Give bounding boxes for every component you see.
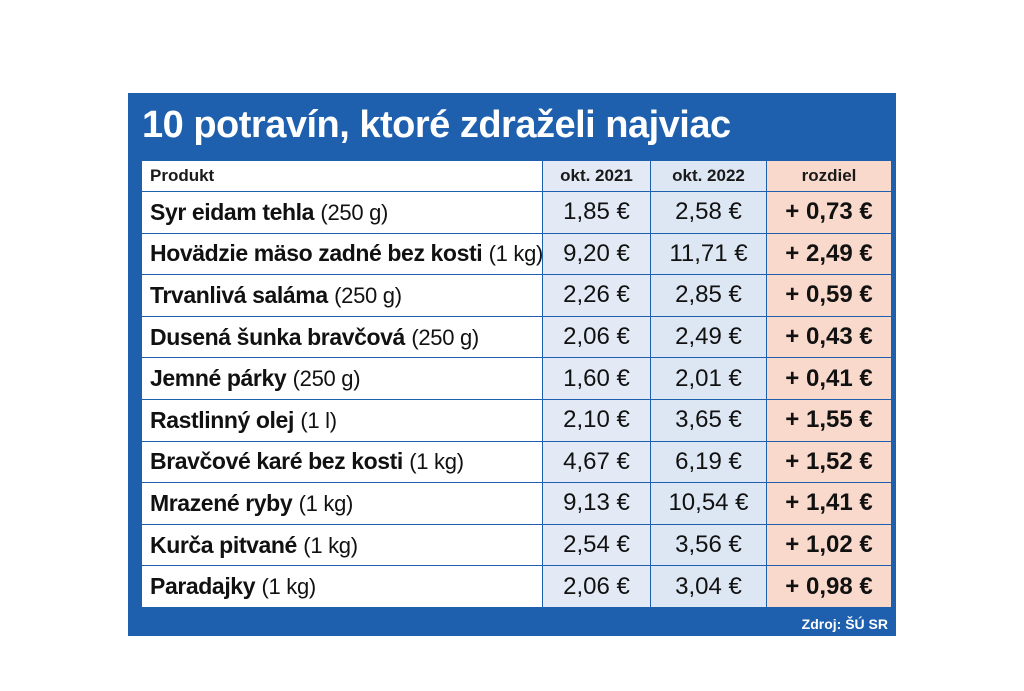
table-row: Jemné párky (250 g) 1,60 €2,01 € + 0,41 € — [141, 357, 892, 400]
price-2021-cell: 2,10 € — [542, 398, 651, 442]
product-name: Jemné párky — [150, 365, 287, 392]
price-difference-cell: + 1,55 € — [766, 398, 892, 442]
price-2022-cell: 11,71 € — [650, 232, 767, 276]
infographic-panel: 10 potravín, ktoré zdraželi najviac Prod… — [128, 93, 896, 636]
price-2021-cell: 2,06 € — [542, 315, 651, 359]
product-name: Rastlinný olej — [150, 406, 294, 433]
table-body: Syr eidam tehla (250 g) 1,85 €2,58 € + 0,7… — [141, 191, 892, 608]
price-2022-cell: 3,56 € — [650, 523, 767, 567]
price-2022-cell: 3,04 € — [650, 565, 767, 608]
product-cell: Rastlinný olej (1 l) — [141, 398, 543, 442]
product-name: Dusená šunka bravčová — [150, 323, 405, 350]
product-cell: Syr eidam tehla (250 g) — [141, 191, 543, 234]
price-2022-cell: 2,58 € — [650, 191, 767, 234]
price-difference-cell: + 0,59 € — [766, 274, 892, 317]
price-difference-cell: + 1,02 € — [766, 523, 892, 567]
price-difference-cell: + 2,49 € — [766, 232, 892, 276]
product-name: Hovädzie mäso zadné bez kosti — [150, 240, 483, 267]
table-row: Hovädzie mäso zadné bez kosti (1 kg) 9,20… — [141, 232, 892, 276]
price-2021-cell: 2,26 € — [542, 274, 651, 317]
column-header-difference: rozdiel — [766, 160, 892, 192]
product-name: Kurča pitvané — [150, 531, 297, 558]
column-header-product: Produkt — [141, 160, 543, 192]
price-2021-cell: 9,13 € — [542, 482, 651, 525]
column-header-oct-2022: okt. 2022 — [650, 160, 767, 192]
product-name: Bravčové karé bez kosti — [150, 448, 403, 475]
column-header-oct-2021: okt. 2021 — [542, 160, 651, 192]
price-2021-cell: 4,67 € — [542, 440, 651, 484]
product-quantity: (250 g) — [411, 324, 479, 350]
price-2021-cell: 9,20 € — [542, 232, 651, 276]
product-quantity: (250 g) — [292, 366, 361, 392]
price-2021-cell: 2,06 € — [542, 565, 651, 608]
price-table: Produkt okt. 2021 okt. 2022 rozdiel Syr … — [141, 160, 892, 608]
table-row: Mrazené ryby (1 kg) 9,13 €10,54 € + 1,41 € — [141, 482, 892, 525]
price-2022-cell: 6,19 € — [650, 440, 767, 484]
price-2021-cell: 1,60 € — [542, 357, 651, 400]
price-table-wrapper: Produkt okt. 2021 okt. 2022 rozdiel Syr … — [141, 160, 892, 608]
product-cell: Jemné párky (250 g) — [141, 357, 543, 400]
source-note: Zdroj: ŠÚ SR — [801, 616, 888, 632]
table-row: Syr eidam tehla (250 g) 1,85 €2,58 € + 0,7… — [141, 191, 892, 234]
price-2022-cell: 2,85 € — [650, 274, 767, 317]
table-row: Paradajky (1 kg) 2,06 €3,04 € + 0,98 € — [141, 565, 892, 608]
price-difference-cell: + 1,52 € — [766, 440, 892, 484]
product-cell: Dusená šunka bravčová (250 g) — [141, 315, 543, 359]
product-name: Trvanlivá saláma — [150, 281, 328, 308]
table-row: Dusená šunka bravčová (250 g) 2,06 €2,49 … — [141, 315, 892, 359]
price-2021-cell: 2,54 € — [542, 523, 651, 567]
price-2022-cell: 2,01 € — [650, 357, 767, 400]
product-name: Syr eidam tehla — [150, 198, 315, 225]
product-cell: Hovädzie mäso zadné bez kosti (1 kg) — [141, 232, 543, 276]
product-cell: Trvanlivá saláma (250 g) — [141, 274, 543, 317]
product-quantity: (1 kg) — [298, 490, 354, 516]
product-cell: Kurča pitvané (1 kg) — [141, 523, 543, 567]
product-quantity: (1 kg) — [261, 574, 316, 600]
product-name: Paradajky — [150, 573, 256, 600]
price-2021-cell: 1,85 € — [542, 191, 651, 234]
table-row: Kurča pitvané (1 kg) 2,54 €3,56 € + 1,02 € — [141, 523, 892, 567]
product-cell: Paradajky (1 kg) — [141, 565, 543, 608]
price-2022-cell: 2,49 € — [650, 315, 767, 359]
table-row: Bravčové karé bez kosti (1 kg) 4,67 €6,19… — [141, 440, 892, 484]
product-quantity: (1 kg) — [488, 241, 543, 267]
product-quantity: (1 l) — [300, 407, 337, 433]
product-quantity: (1 kg) — [409, 449, 464, 475]
table-header-row: Produkt okt. 2021 okt. 2022 rozdiel — [141, 160, 892, 192]
price-difference-cell: + 0,41 € — [766, 357, 892, 400]
price-2022-cell: 3,65 € — [650, 398, 767, 442]
price-difference-cell: + 1,41 € — [766, 482, 892, 525]
product-name: Mrazené ryby — [150, 489, 293, 516]
chart-title: 10 potravín, ktoré zdraželi najviac — [142, 104, 731, 146]
table-row: Rastlinný olej (1 l) 2,10 €3,65 € + 1,55 € — [141, 398, 892, 442]
price-difference-cell: + 0,43 € — [766, 315, 892, 359]
price-difference-cell: + 0,73 € — [766, 191, 892, 234]
product-quantity: (250 g) — [320, 199, 389, 225]
table-row: Trvanlivá saláma (250 g) 2,26 €2,85 € + 0,… — [141, 274, 892, 317]
price-2022-cell: 10,54 € — [650, 482, 767, 525]
product-cell: Mrazené ryby (1 kg) — [141, 482, 543, 525]
product-cell: Bravčové karé bez kosti (1 kg) — [141, 440, 543, 484]
price-difference-cell: + 0,98 € — [766, 565, 892, 608]
product-quantity: (1 kg) — [303, 532, 358, 558]
product-quantity: (250 g) — [334, 282, 402, 308]
